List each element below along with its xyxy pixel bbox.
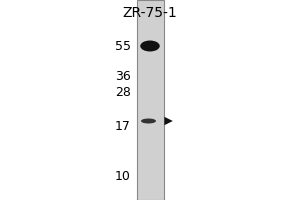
Text: 36: 36 bbox=[115, 71, 130, 84]
Ellipse shape bbox=[140, 40, 160, 51]
Polygon shape bbox=[164, 117, 173, 125]
Ellipse shape bbox=[141, 118, 156, 123]
Text: 55: 55 bbox=[115, 40, 130, 52]
Text: 10: 10 bbox=[115, 170, 130, 184]
Bar bbox=[136, 0, 164, 200]
Text: ZR-75-1: ZR-75-1 bbox=[123, 6, 177, 20]
Text: 28: 28 bbox=[115, 86, 130, 99]
Text: 17: 17 bbox=[115, 120, 130, 134]
